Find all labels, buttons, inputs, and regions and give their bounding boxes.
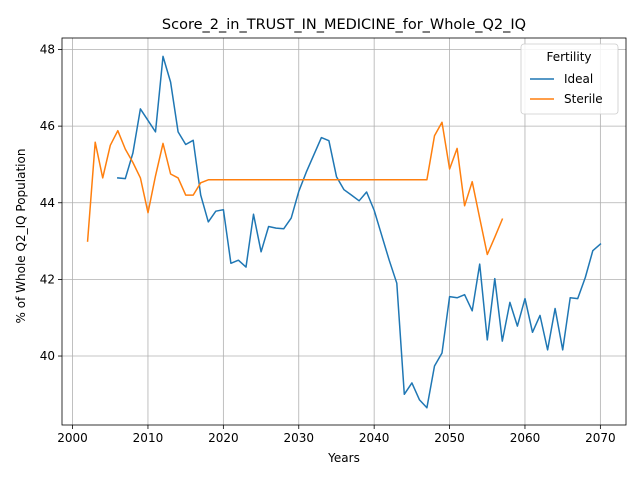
x-tick-label: 2040 [359, 431, 390, 445]
x-tick-label: 2010 [133, 431, 164, 445]
series-line-sterile [86, 121, 504, 256]
legend-title: Fertility [546, 50, 591, 64]
x-tick-label: 2020 [208, 431, 239, 445]
y-axis-label: % of Whole Q2_IQ Population [14, 149, 28, 324]
plot-frame [61, 37, 627, 426]
y-tick-label: 48 [40, 42, 55, 56]
y-tick-label: 44 [40, 196, 55, 210]
legend-label-sterile: Sterile [564, 92, 603, 106]
x-tick-label: 2000 [57, 431, 88, 445]
y-axis-ticks: 40 42 44 46 48 [40, 42, 62, 363]
chart-title: Score_2_in_TRUST_IN_MEDICINE_for_Whole_Q… [162, 17, 526, 33]
y-tick-label: 46 [40, 119, 55, 133]
x-tick-label: 2030 [283, 431, 314, 445]
y-tick-label: 40 [40, 349, 55, 363]
x-axis-label: Years [327, 451, 360, 465]
x-tick-label: 2060 [510, 431, 541, 445]
x-axis-ticks: 2000 2010 2020 2030 2040 2050 2060 2070 [57, 425, 616, 445]
series-line-ideal [116, 55, 602, 409]
x-tick-label: 2070 [585, 431, 616, 445]
x-tick-label: 2050 [434, 431, 465, 445]
legend-box [520, 43, 619, 115]
legend: Fertility Ideal Sterile [520, 43, 619, 115]
legend-label-ideal: Ideal [564, 72, 593, 86]
legend-items: Ideal Sterile [530, 72, 603, 106]
series-lines [86, 55, 602, 409]
y-tick-label: 42 [40, 272, 55, 286]
